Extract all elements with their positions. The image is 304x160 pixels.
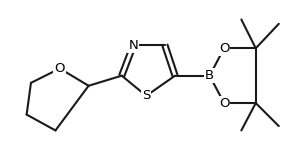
- Text: B: B: [205, 69, 214, 82]
- Text: S: S: [142, 89, 150, 102]
- Text: N: N: [128, 39, 138, 52]
- Text: O: O: [219, 42, 229, 55]
- Text: O: O: [54, 62, 65, 75]
- Text: O: O: [219, 96, 229, 110]
